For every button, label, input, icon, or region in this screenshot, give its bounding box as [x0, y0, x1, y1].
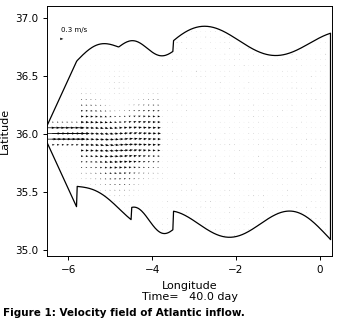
X-axis label: Longitude
Time=   40.0 day: Longitude Time= 40.0 day	[142, 281, 238, 302]
Text: Figure 1: Velocity field of Atlantic inflow.: Figure 1: Velocity field of Atlantic inf…	[3, 308, 245, 318]
Y-axis label: Latitude: Latitude	[0, 108, 9, 154]
Text: 0.3 m/s: 0.3 m/s	[61, 27, 87, 33]
